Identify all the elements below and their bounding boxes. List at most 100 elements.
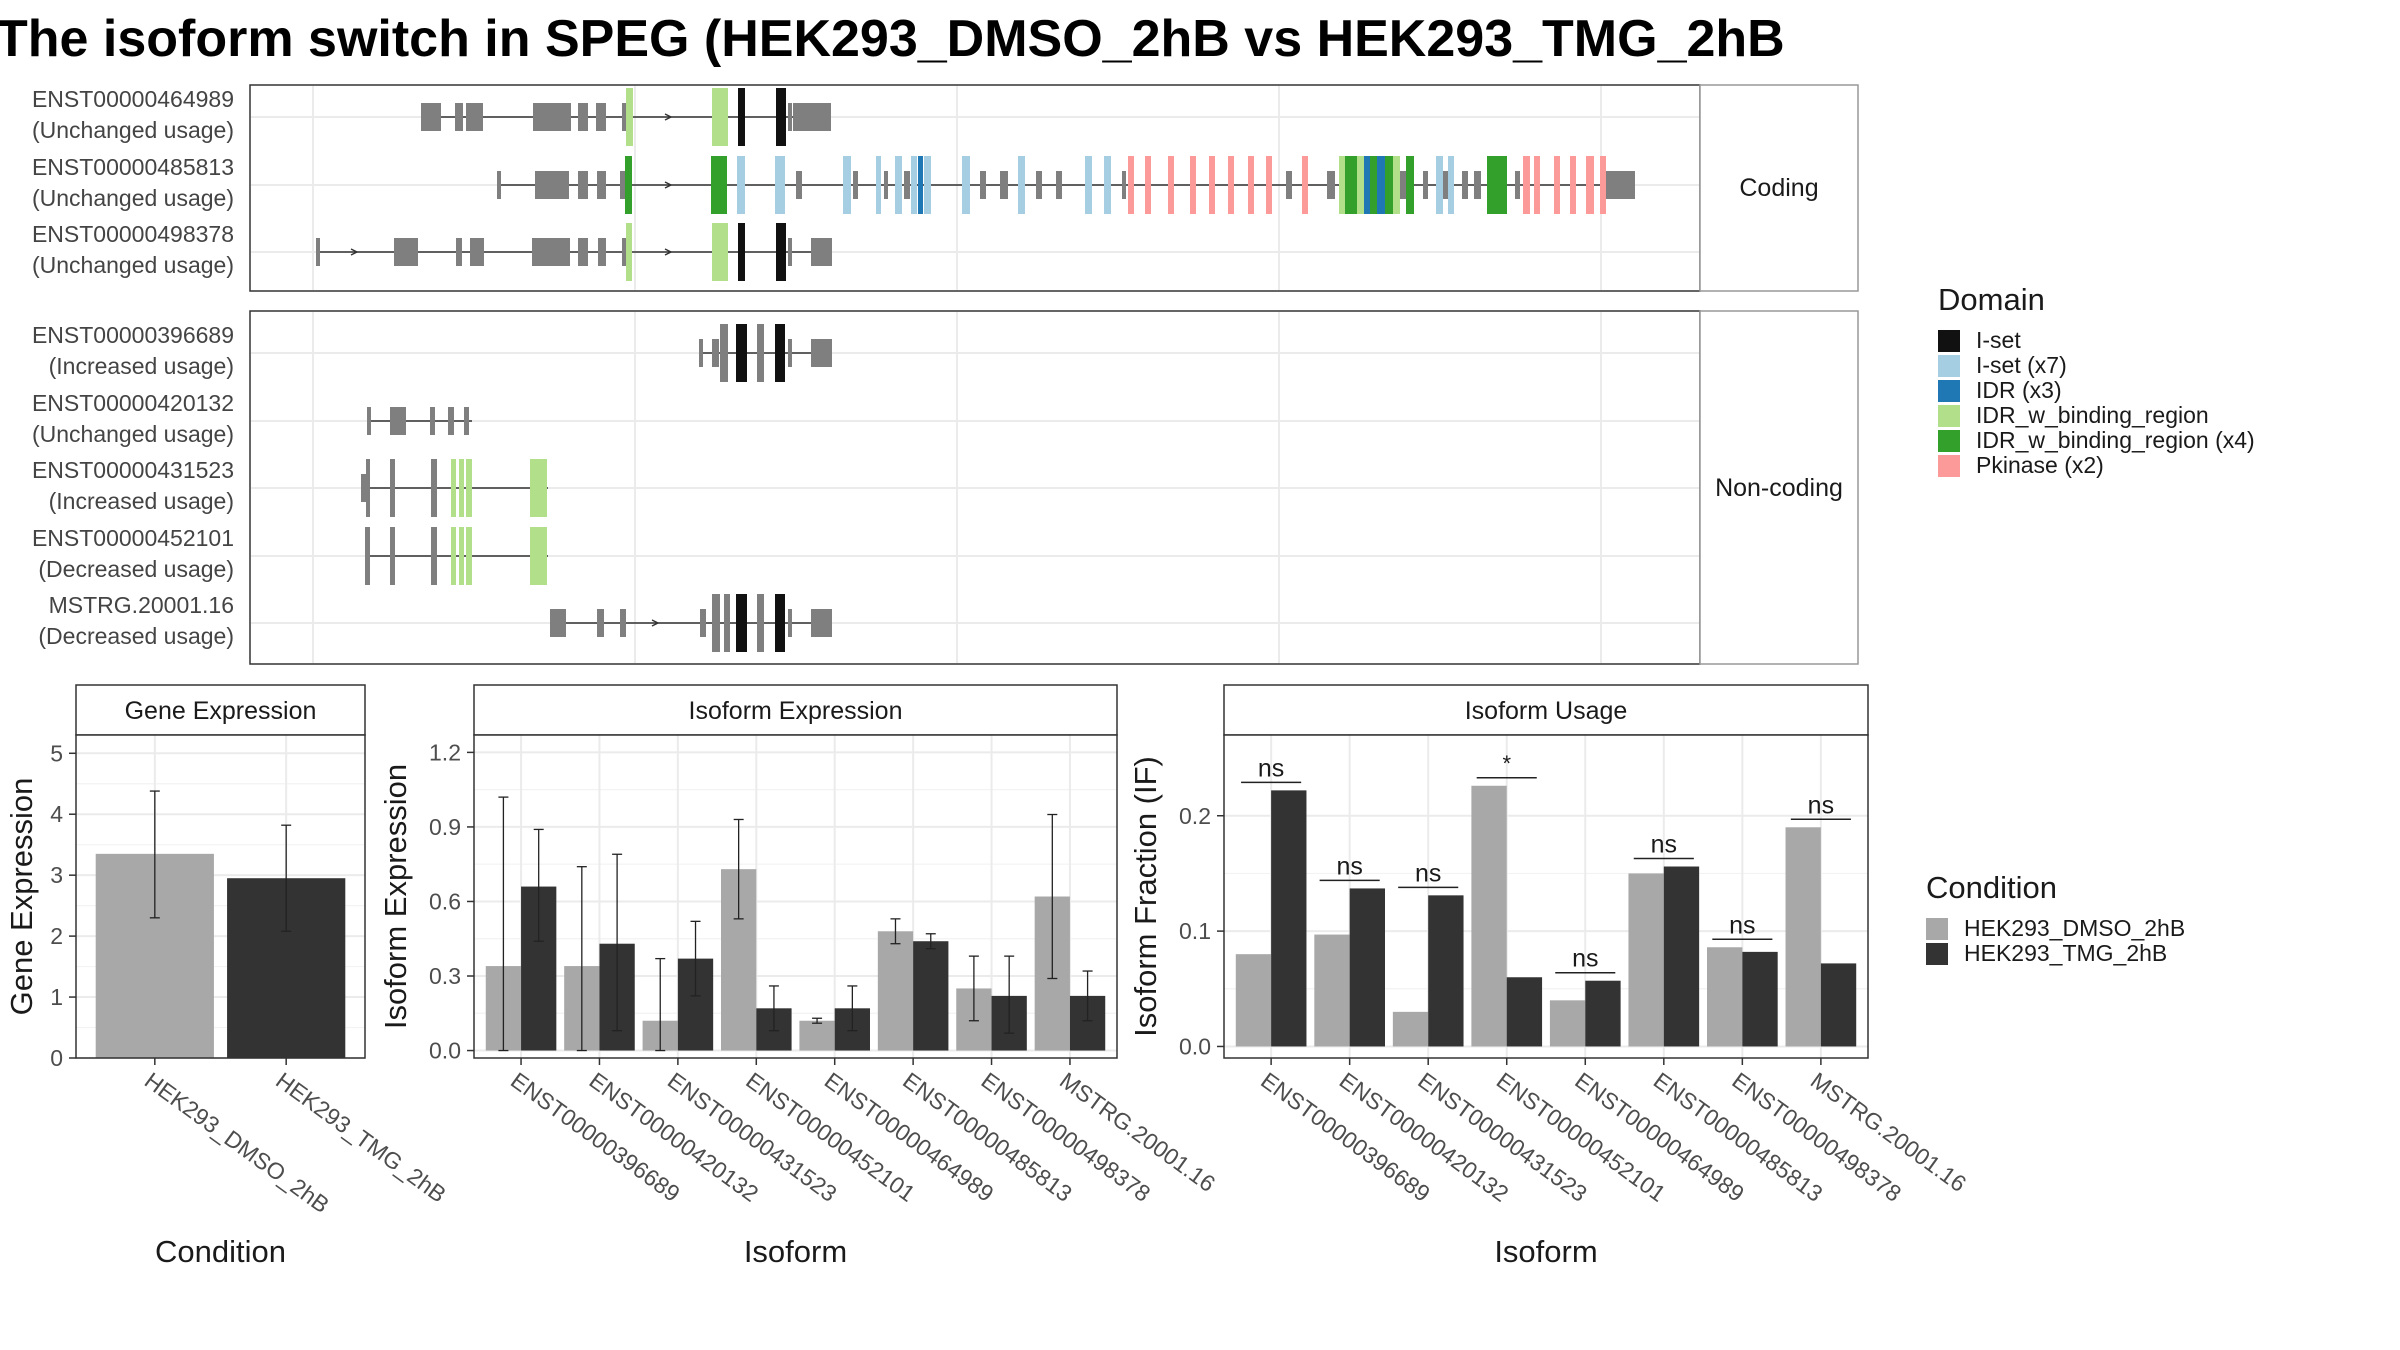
- transcript-track: [497, 156, 1635, 214]
- transcript-track: [550, 594, 832, 652]
- exon-block: [1377, 156, 1385, 214]
- exon-block: [918, 156, 923, 214]
- y-tick-label: 1.2: [429, 739, 461, 765]
- exon-block: [876, 156, 881, 214]
- transcript-track: [367, 407, 472, 435]
- exon-block: [699, 339, 703, 367]
- chart-title: Isoform Expression: [689, 697, 903, 725]
- exon-block: [1327, 171, 1335, 199]
- exon-block: [390, 527, 395, 585]
- chart-strip: [1223, 684, 1869, 736]
- exon-block: [1000, 171, 1008, 199]
- exon-block: [451, 527, 456, 585]
- exon-block: [1209, 156, 1215, 214]
- exon-block: [1145, 156, 1151, 214]
- exon-block: [775, 156, 785, 214]
- transcript-track: [421, 88, 831, 146]
- isoform-expression-chart: Isoform Expression0.00.30.60.91.2ENST000…: [378, 684, 1220, 1269]
- exon-block: [1406, 156, 1414, 214]
- exon-block: [535, 171, 569, 199]
- exon-block: [466, 459, 472, 517]
- exon-block: [1515, 171, 1520, 199]
- exon-block: [720, 324, 728, 382]
- significance-label: ns: [1336, 852, 1362, 880]
- strand-arrow: [664, 113, 673, 121]
- exon-block: [530, 527, 547, 585]
- exon-block: [1606, 171, 1611, 199]
- exon-block: [1474, 171, 1481, 199]
- domain-legend-swatch: [1938, 430, 1960, 452]
- domain-legend-swatch: [1938, 330, 1960, 352]
- exon-block: [700, 609, 706, 637]
- transcript-id-label: ENST00000396689: [32, 322, 234, 348]
- transcript-id-label: MSTRG.20001.16: [49, 592, 234, 618]
- bar: [1506, 977, 1543, 1047]
- bar: [1785, 827, 1821, 1047]
- exon-block: [1168, 156, 1174, 214]
- exon-block: [776, 223, 786, 281]
- bar: [1628, 873, 1664, 1047]
- exon-block: [596, 103, 606, 131]
- exon-block: [1128, 156, 1134, 214]
- exon-block: [712, 339, 719, 367]
- exon-block: [788, 609, 792, 637]
- exon-block: [1600, 156, 1606, 214]
- exon-block: [1248, 156, 1254, 214]
- exon-block: [843, 156, 851, 214]
- transcript-id-label: ENST00000420132: [32, 390, 234, 416]
- y-tick-label: 0.9: [429, 814, 461, 840]
- exon-block: [598, 238, 606, 266]
- exon-block: [1085, 156, 1092, 214]
- transcript-track: [699, 324, 832, 382]
- exon-block: [736, 594, 747, 652]
- exon-block: [530, 459, 547, 517]
- bar: [1585, 980, 1621, 1047]
- transcript-usage-label: (Unchanged usage): [32, 117, 234, 143]
- exon-block: [736, 324, 747, 382]
- exon-block: [1357, 156, 1364, 214]
- exon-block: [626, 88, 633, 146]
- transcript-usage-label: (Unchanged usage): [32, 252, 234, 278]
- exon-block: [532, 238, 570, 266]
- bar: [1349, 888, 1385, 1047]
- exon-block: [578, 238, 588, 266]
- exon-block: [1423, 171, 1428, 199]
- exon-block: [597, 171, 606, 199]
- bar: [1742, 951, 1778, 1047]
- domain-legend-label: IDR (x3): [1976, 377, 2062, 403]
- exon-block: [1370, 156, 1377, 214]
- exon-block: [1266, 156, 1272, 214]
- chart-strip: [75, 684, 366, 736]
- significance-label: ns: [1572, 945, 1598, 973]
- bar: [1235, 954, 1272, 1047]
- transcript-usage-label: (Unchanged usage): [32, 185, 234, 211]
- condition-legend-swatch: [1926, 918, 1948, 940]
- y-axis-title: Isoform Fraction (IF): [1128, 756, 1163, 1037]
- exon-block: [776, 88, 786, 146]
- transcript-usage-label: (Increased usage): [49, 488, 234, 514]
- y-tick-label: 4: [50, 801, 63, 827]
- transcript-track: [365, 527, 548, 585]
- transcript-id-label: ENST00000431523: [32, 457, 234, 483]
- bar: [1271, 790, 1307, 1047]
- y-axis-title: Isoform Expression: [378, 764, 413, 1029]
- y-tick-label: 1: [50, 984, 63, 1010]
- strand-arrow: [664, 181, 673, 189]
- y-tick-label: 0.2: [1179, 803, 1211, 829]
- condition-legend-title: Condition: [1926, 870, 2057, 905]
- exon-block: [793, 103, 831, 131]
- y-tick-label: 0.0: [429, 1038, 461, 1064]
- y-tick-label: 0.1: [1179, 918, 1211, 944]
- exon-block: [578, 171, 588, 199]
- exon-block: [1036, 171, 1042, 199]
- transcript-id-label: ENST00000485813: [32, 154, 234, 180]
- y-axis-title: Gene Expression: [4, 778, 39, 1016]
- exon-block: [1534, 156, 1540, 214]
- figure-title: The isoform switch in SPEG (HEK293_DMSO_…: [0, 10, 1785, 68]
- coding-strip: [1699, 84, 1859, 292]
- transcript-id-label: ENST00000452101: [32, 525, 234, 551]
- exon-block: [737, 156, 745, 214]
